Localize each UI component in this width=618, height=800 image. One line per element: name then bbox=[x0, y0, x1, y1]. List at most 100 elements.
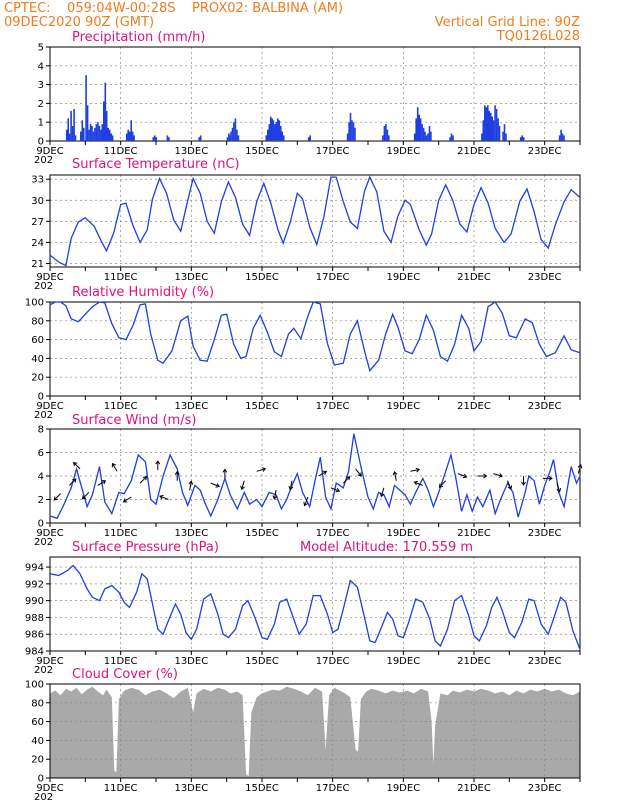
precip-bar bbox=[415, 118, 417, 141]
wind-arrow-head bbox=[415, 467, 421, 473]
wind-direction-arrow bbox=[410, 469, 420, 472]
wind-arrow-head bbox=[498, 473, 503, 478]
precip-xtick-label: 23DEC bbox=[528, 146, 562, 157]
precip-bar bbox=[421, 124, 423, 141]
header-station: CPTEC: 059:04W-00:28S PROX02: BALBINA (A… bbox=[4, 1, 343, 16]
precip-bar bbox=[65, 129, 68, 141]
wind-arrow-head bbox=[53, 496, 58, 501]
wind-direction-arrow bbox=[380, 487, 385, 497]
precip-bar bbox=[100, 129, 102, 141]
wind-arrow-head bbox=[215, 483, 220, 488]
rh-ytick-label: 20 bbox=[31, 373, 44, 384]
precip-bar bbox=[561, 133, 564, 141]
precip-bar bbox=[126, 133, 128, 141]
precip-bar bbox=[560, 129, 562, 141]
precip-bar bbox=[422, 127, 425, 141]
precip-bar bbox=[495, 109, 498, 141]
model-altitude: Model Altitude: 170.559 m bbox=[300, 540, 473, 555]
wind-direction-arrow bbox=[210, 482, 220, 487]
wind-direction-arrow bbox=[342, 476, 350, 484]
precip-bar bbox=[274, 124, 276, 141]
precip-bar bbox=[108, 129, 111, 141]
wind-direction-arrow bbox=[304, 496, 309, 506]
cloud-frame bbox=[49, 683, 581, 779]
wind-ytick-label: 6 bbox=[38, 448, 44, 459]
wind-panel: 0 2 4 6 8 9DEC 11DEC 13DEC 15DEC 17DEC 19DEC 21DEC 2… bbox=[34, 425, 583, 548]
precip-bar bbox=[70, 110, 72, 141]
rh-xtick-label: 19DEC bbox=[386, 401, 420, 412]
precip-bar bbox=[231, 127, 234, 141]
wind-direction-arrow bbox=[556, 482, 561, 492]
cloud-xtick-label: 11DEC bbox=[104, 783, 138, 794]
precip-bar bbox=[428, 126, 431, 141]
precip-bar bbox=[492, 120, 495, 141]
precip-bar bbox=[107, 127, 109, 141]
wind-arrow-head bbox=[111, 462, 117, 468]
cloud-ytick-label: 40 bbox=[31, 736, 44, 747]
wind-direction-arrow bbox=[53, 493, 61, 501]
precip-bar bbox=[233, 122, 235, 141]
precip-bar bbox=[198, 137, 200, 141]
precip-bar bbox=[277, 118, 279, 141]
precip-bar bbox=[280, 126, 282, 141]
precip-bar bbox=[128, 131, 131, 141]
pressure-frame bbox=[49, 556, 581, 652]
wind-arrow-head bbox=[303, 501, 308, 507]
precip-bar bbox=[352, 122, 355, 141]
precip-bar bbox=[269, 116, 272, 141]
pressure-ytick-label: 990 bbox=[25, 596, 44, 607]
precip-bar bbox=[230, 131, 232, 141]
pressure-xtick-label: 23DEC bbox=[528, 656, 562, 667]
precip-bar bbox=[199, 135, 202, 141]
precip-bar bbox=[130, 120, 132, 141]
cloud-cover-area bbox=[50, 686, 580, 778]
precip-bar bbox=[97, 122, 99, 141]
wind-arrow-head bbox=[73, 461, 78, 467]
precip-bar bbox=[484, 105, 486, 141]
wind-direction-arrow bbox=[112, 463, 118, 472]
precip-bar bbox=[281, 131, 283, 141]
wind-arrow-head bbox=[101, 480, 107, 485]
rh-xtick-year: 202 bbox=[34, 410, 53, 421]
wind-ytick-label: 4 bbox=[38, 472, 44, 483]
temp-xtick-label: 11DEC bbox=[104, 272, 138, 283]
pressure-xtick-label: 11DEC bbox=[104, 656, 138, 667]
precip-bar bbox=[481, 133, 483, 141]
precip-bar bbox=[67, 118, 69, 141]
rh-title: Relative Humidity (%) bbox=[72, 285, 214, 300]
precip-xtick-label: 17DEC bbox=[316, 146, 350, 157]
wind-direction-arrow bbox=[241, 480, 245, 490]
precip-bar bbox=[494, 105, 496, 141]
wind-arrow-head bbox=[483, 473, 488, 479]
header-grid-note: Vertical Grid Line: 90Z bbox=[435, 15, 580, 30]
pressure-ytick-label: 992 bbox=[25, 579, 44, 590]
wind-title: Surface Wind (m/s) bbox=[72, 413, 196, 428]
cloud-ytick-label: 80 bbox=[31, 698, 44, 709]
temp-panel: 21 24 27 30 33 9DEC 11DEC 13DEC 15DEC 17DEC 19DEC 2… bbox=[31, 174, 581, 292]
precip-bar bbox=[487, 105, 489, 141]
temp-series-line bbox=[49, 175, 581, 267]
precip-bar bbox=[383, 126, 386, 141]
wind-arrow-head bbox=[507, 485, 513, 490]
precip-bar bbox=[272, 120, 275, 141]
precip-bar bbox=[522, 137, 525, 141]
precip-bar bbox=[155, 137, 157, 141]
precip-bar bbox=[450, 133, 453, 141]
wind-direction-arrow bbox=[123, 496, 132, 503]
precip-xtick-label: 11DEC bbox=[104, 146, 138, 157]
precip-bar bbox=[386, 129, 389, 141]
precip-bar bbox=[498, 126, 501, 141]
wind-arrow-head bbox=[142, 476, 148, 481]
cloud-ytick-label: 60 bbox=[31, 717, 44, 728]
precip-bar bbox=[488, 110, 490, 141]
precip-bar bbox=[86, 105, 89, 141]
header-model-id: TQ0126L028 bbox=[496, 29, 580, 44]
wind-arrow-head bbox=[413, 480, 419, 486]
precip-ytick-label: 0 bbox=[38, 137, 44, 148]
precip-bar bbox=[226, 137, 229, 141]
wind-direction-arrow bbox=[256, 468, 266, 472]
precip-bar bbox=[385, 124, 387, 141]
precip-bar bbox=[152, 137, 155, 141]
cloud-xtick-label: 9DEC bbox=[36, 783, 63, 794]
